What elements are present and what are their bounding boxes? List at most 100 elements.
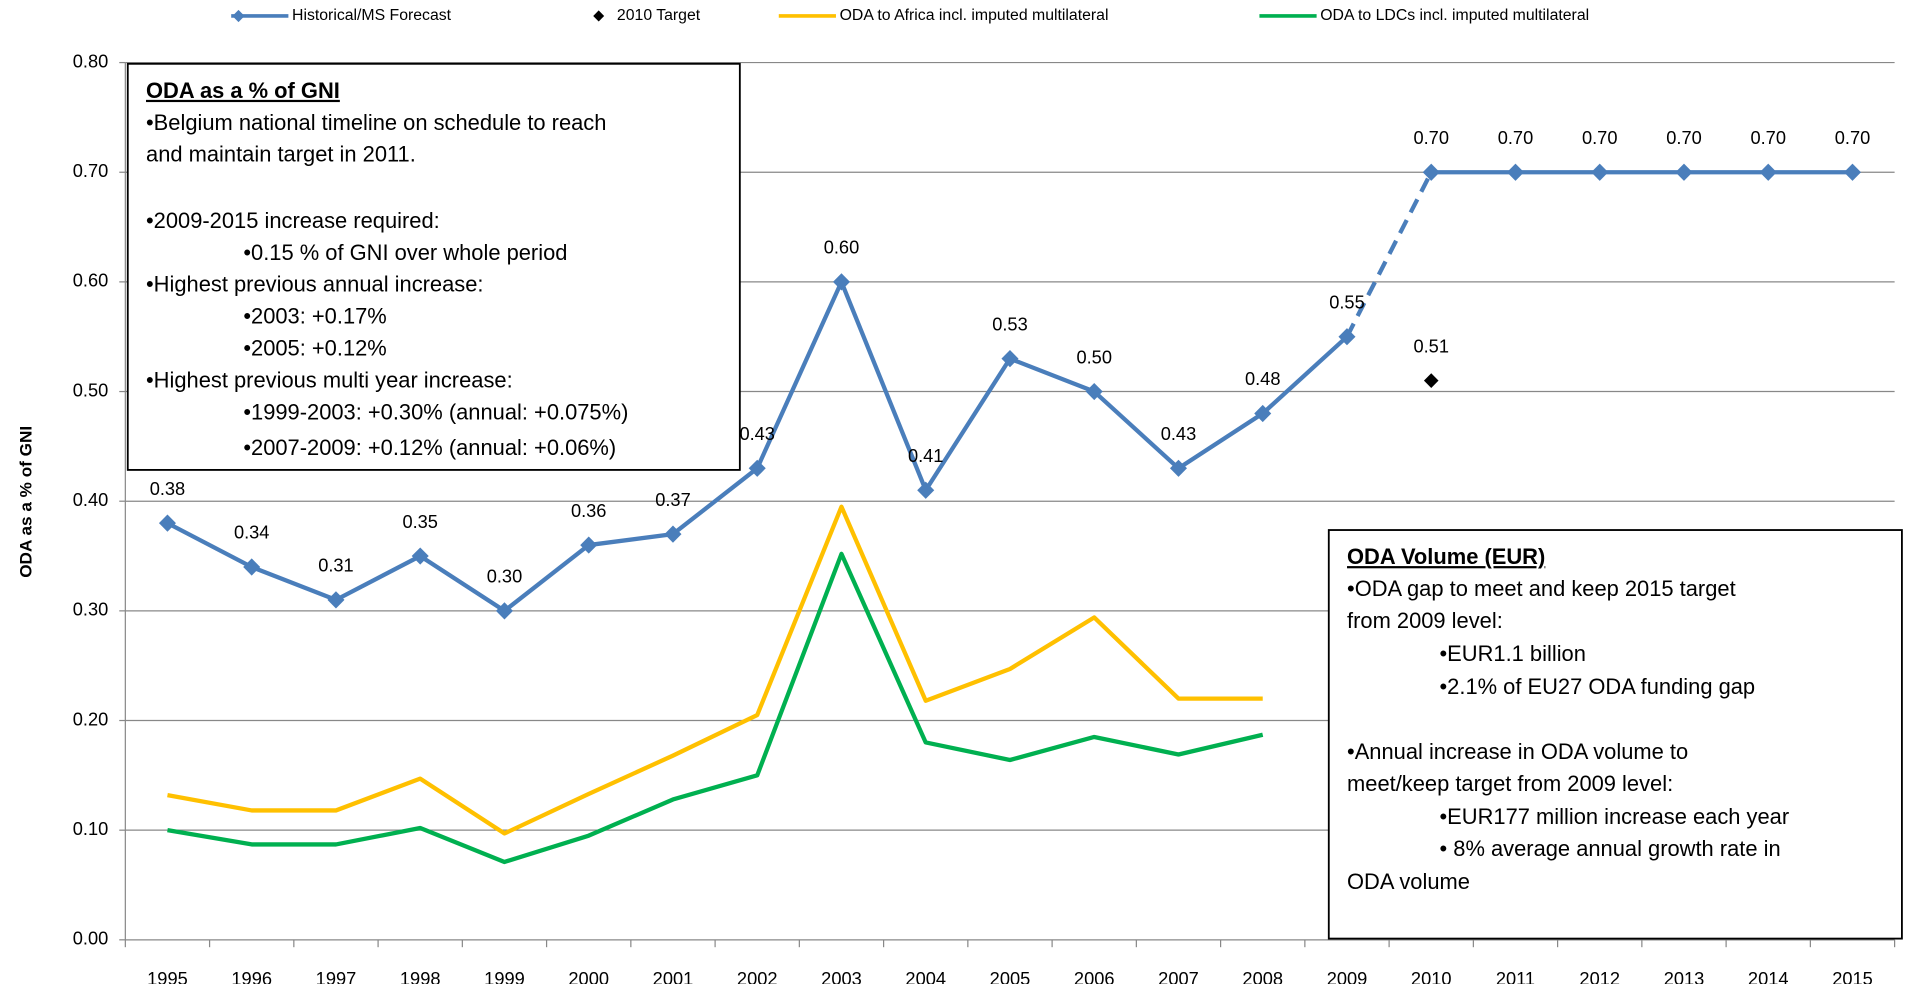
y-tick-label: 0.70 [73,160,109,181]
point-marker [327,591,345,609]
x-tick-label: 2007 [1158,968,1199,984]
annotation-box [1327,529,1903,940]
annotation-box [126,62,741,471]
series-line-segment [588,531,674,548]
point-marker [1001,350,1019,368]
value-label: 0.70 [1835,127,1871,148]
point-marker [411,547,429,565]
value-label: 0.50 [1076,346,1112,367]
value-label: 0.53 [992,313,1028,334]
value-label: 0.48 [1245,368,1281,389]
x-tick-label: 2013 [1664,968,1705,984]
value-label: 0.30 [487,566,523,587]
series-line-segment [839,281,928,492]
y-tick-label: 0.80 [73,50,109,71]
annotation-line: •EUR177 million increase each year [1440,804,1790,829]
series-line-segment [671,466,759,536]
annotation-line: •EUR1.1 billion [1440,641,1586,666]
annotation-line: •0.15 % of GNI over whole period [243,240,567,265]
annotation-line: •2.1% of EU27 ODA funding gap [1440,674,1756,699]
value-label: 0.51 [1413,335,1449,356]
y-tick-label: 0.50 [73,379,109,400]
point-marker [1506,163,1525,181]
annotation-line: •Belgium national timeline on schedule t… [146,110,606,135]
point-marker [1591,163,1609,181]
x-tick-label: 2001 [653,968,694,984]
value-label: 0.70 [1582,127,1618,148]
point-marker [1169,459,1187,477]
series-line-segment [334,554,422,602]
series-line [167,504,1263,836]
x-tick-label: 1999 [484,968,525,984]
legend-label: ODA to LDCs incl. imputed multilateral [1320,7,1589,24]
x-tick-label: 1995 [147,968,188,984]
annotation-line: ODA volume [1347,869,1470,894]
x-tick-label: 2003 [821,968,862,984]
x-tick-label: 2009 [1327,968,1368,984]
value-label: 0.70 [1750,127,1786,148]
point-marker [832,273,850,291]
annotation-line: •Highest previous annual increase: [146,272,483,297]
value-label: 0.35 [402,511,438,532]
annotation-line: •2007-2009: +0.12% (annual: +0.06%) [243,435,616,460]
x-tick-label: 2014 [1748,968,1789,984]
value-label: 0.41 [908,445,944,466]
series-line [167,551,1264,865]
value-label: 0.70 [1666,127,1702,148]
y-tick-label: 0.30 [73,599,109,620]
series-line-segment [923,357,1012,492]
point-marker [158,514,176,532]
x-tick-label: 2000 [568,968,609,984]
point-marker [243,558,261,576]
annotation-title: ODA Volume (EUR) [1347,544,1545,569]
annotation-line: •2009-2015 increase required: [146,208,440,233]
x-tick-label: 2010 [1411,968,1452,984]
x-tick-label: 1997 [316,968,357,984]
value-label: 0.70 [1498,127,1534,148]
annotation-line: •2003: +0.17% [243,304,386,329]
point-marker [1843,163,1862,181]
y-tick-label: 0.10 [73,818,109,839]
x-tick-label: 2015 [1832,968,1873,984]
point-marker [495,602,513,620]
x-tick-label: 2004 [905,968,946,984]
value-label: 0.43 [1161,423,1197,444]
point-marker [1254,404,1272,423]
annotation-line: •1999-2003: +0.30% (annual: +0.075%) [243,399,628,424]
annotation-line: from 2009 level: [1347,608,1503,633]
x-tick-label: 1998 [400,968,441,984]
legend-label: 2010 Target [617,7,701,24]
series-line-segment [1345,171,1434,338]
annotation-line: •2005: +0.12% [243,335,386,360]
annotation-line: •Highest previous multi year increase: [146,367,513,392]
legend-label: Historical/MS Forecast [292,7,452,24]
value-label: 0.34 [234,522,270,543]
series-line-segment [419,554,506,613]
point-marker [1675,163,1693,181]
value-label: 0.36 [571,500,607,521]
point-marker [748,459,766,477]
value-label: 0.37 [655,489,691,510]
series-line-segment [1009,356,1095,394]
series-line-segment [1177,411,1264,471]
x-tick-label: 2011 [1496,968,1535,984]
x-tick-label: 2002 [737,968,778,984]
value-label: 0.70 [1413,127,1449,148]
value-label: 0.31 [318,555,354,576]
legend-swatch [593,10,605,22]
annotation-line: •Annual increase in ODA volume to [1347,739,1688,764]
value-label: 0.38 [150,478,186,499]
y-tick-label: 0.40 [73,489,109,510]
x-tick-label: 2008 [1242,968,1283,984]
annotation-line: •ODA gap to meet and keep 2015 target [1347,576,1736,601]
point-marker [1422,163,1440,181]
series-line-segment [1092,389,1180,470]
value-label: 0.55 [1329,291,1365,312]
annotation-line: and maintain target in 2011. [146,142,416,167]
y-tick-label: 0.60 [73,270,109,291]
value-label: 0.60 [824,237,860,258]
x-tick-label: 2006 [1074,968,1115,984]
series-line-segment [166,521,253,569]
y-tick-label: 0.20 [73,708,109,729]
